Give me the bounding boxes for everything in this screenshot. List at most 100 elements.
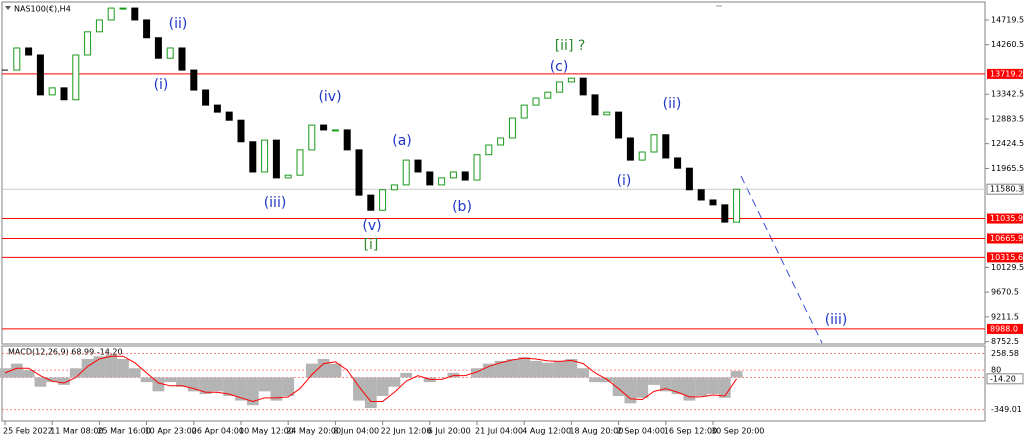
candle — [72, 54, 80, 101]
macd-bar — [246, 377, 259, 406]
x-tick-label: 30 Sep 20:00 — [711, 427, 764, 436]
candle — [379, 189, 387, 211]
x-tick-label: 21 Jul 04:00 — [475, 427, 523, 436]
candle — [84, 31, 92, 56]
candle — [261, 139, 269, 173]
macd-bar — [648, 377, 660, 385]
macd-bar — [305, 363, 318, 378]
sub-frame — [1, 345, 986, 422]
wave-label: (i) — [154, 77, 169, 93]
macd-bar — [553, 360, 566, 378]
macd-bar — [565, 359, 578, 378]
candle — [343, 129, 351, 151]
wave-label: (c) — [550, 59, 569, 75]
y-tick-label: 12424.5 — [991, 139, 1024, 148]
x-tick-label: 24 May 20:00 — [286, 427, 341, 436]
macd-bar — [164, 377, 177, 383]
x-tick-label: 10 Apr 23:00 — [145, 427, 197, 436]
x-tick-label: 10 May 12:00 — [239, 427, 294, 436]
candle — [390, 184, 398, 191]
macd-bar — [176, 377, 188, 387]
title-icon — [5, 6, 11, 10]
macd-bar — [34, 377, 47, 387]
wave-label: (iii) — [825, 312, 848, 328]
current-price-label: 11580.3 — [990, 185, 1023, 194]
candle — [532, 97, 540, 106]
macd-bar — [282, 377, 295, 396]
candle — [414, 159, 422, 173]
y-tick-label: 9211.5 — [991, 312, 1019, 321]
macd-bar — [258, 377, 271, 392]
y-tick-label: 10129.5 — [991, 263, 1024, 272]
projection-line — [740, 175, 823, 344]
macd-bar — [388, 377, 401, 387]
macd-title: MACD(12,26,9) 68.99 -14.20 — [8, 348, 123, 357]
level-box — [987, 213, 1023, 224]
main-frame — [1, 1, 986, 345]
macd-bar — [518, 357, 531, 378]
macd-bar — [482, 363, 495, 378]
x-tick-label: 11 Mar 08:00 — [50, 427, 103, 436]
macd-bar — [317, 359, 330, 378]
macd-bar — [58, 377, 70, 385]
candle — [213, 104, 221, 113]
macd-bar — [530, 360, 542, 378]
macd-bar — [659, 377, 672, 392]
macd-bar — [152, 377, 165, 392]
candle — [709, 199, 717, 206]
chart-title: NAS100(€),H4 — [14, 5, 71, 14]
x-tick-label: 6 Jul 20:00 — [428, 427, 471, 436]
candle — [249, 141, 257, 173]
macd-bar — [494, 360, 507, 378]
macd-bar — [364, 377, 377, 408]
candle — [402, 159, 410, 186]
candle — [60, 87, 68, 101]
candle — [107, 7, 115, 21]
wave-label: (v) — [362, 218, 381, 234]
macd-bar — [541, 362, 554, 378]
macd-bar — [353, 377, 365, 401]
macd-bar — [199, 377, 212, 395]
macd-tick-label: 80 — [991, 366, 1001, 375]
x-tick-label: 25 Feb 2022 — [3, 427, 53, 436]
candle — [95, 19, 103, 33]
level-label: 10315.6 — [990, 253, 1023, 262]
macd-bar — [10, 363, 23, 378]
level-label: 8988.0 — [990, 324, 1018, 333]
x-tick-label: 25 Mar 16:00 — [97, 427, 150, 436]
macd-tick-label: -349.01 — [991, 405, 1022, 414]
x-tick-label: 8 Jun 04:00 — [333, 427, 379, 436]
candle — [733, 188, 741, 223]
candle — [320, 124, 328, 131]
candle — [567, 77, 575, 83]
macd-bar — [211, 377, 224, 392]
y-tick-label: 13342.5 — [991, 90, 1024, 99]
macd-tick-label: 258.58 — [991, 349, 1019, 358]
macd-bar — [140, 377, 153, 383]
wave-label: [ii] ? — [555, 38, 586, 54]
candle — [13, 47, 21, 71]
x-tick-label: 4 Aug 12:00 — [522, 427, 571, 436]
candle — [520, 104, 528, 119]
level-box — [987, 233, 1023, 244]
candle — [591, 94, 599, 116]
macd-bar — [506, 359, 519, 378]
macd-bar — [400, 372, 413, 378]
y-tick-label: 12883.5 — [991, 114, 1024, 123]
candle — [178, 47, 186, 71]
candle — [426, 171, 434, 186]
macd-bar — [589, 377, 601, 383]
y-tick-label: 11965.5 — [991, 164, 1024, 173]
candle — [131, 7, 139, 21]
macd-bar — [612, 377, 625, 396]
macd-bar — [235, 377, 247, 401]
wave-label: (iv) — [318, 89, 341, 105]
macd-bar — [577, 368, 590, 378]
candle — [449, 171, 457, 179]
candle — [662, 134, 670, 159]
candle — [626, 137, 634, 161]
candle — [685, 167, 693, 191]
candle — [225, 111, 233, 121]
macd-bar — [683, 377, 696, 401]
macd-bar — [117, 359, 129, 378]
